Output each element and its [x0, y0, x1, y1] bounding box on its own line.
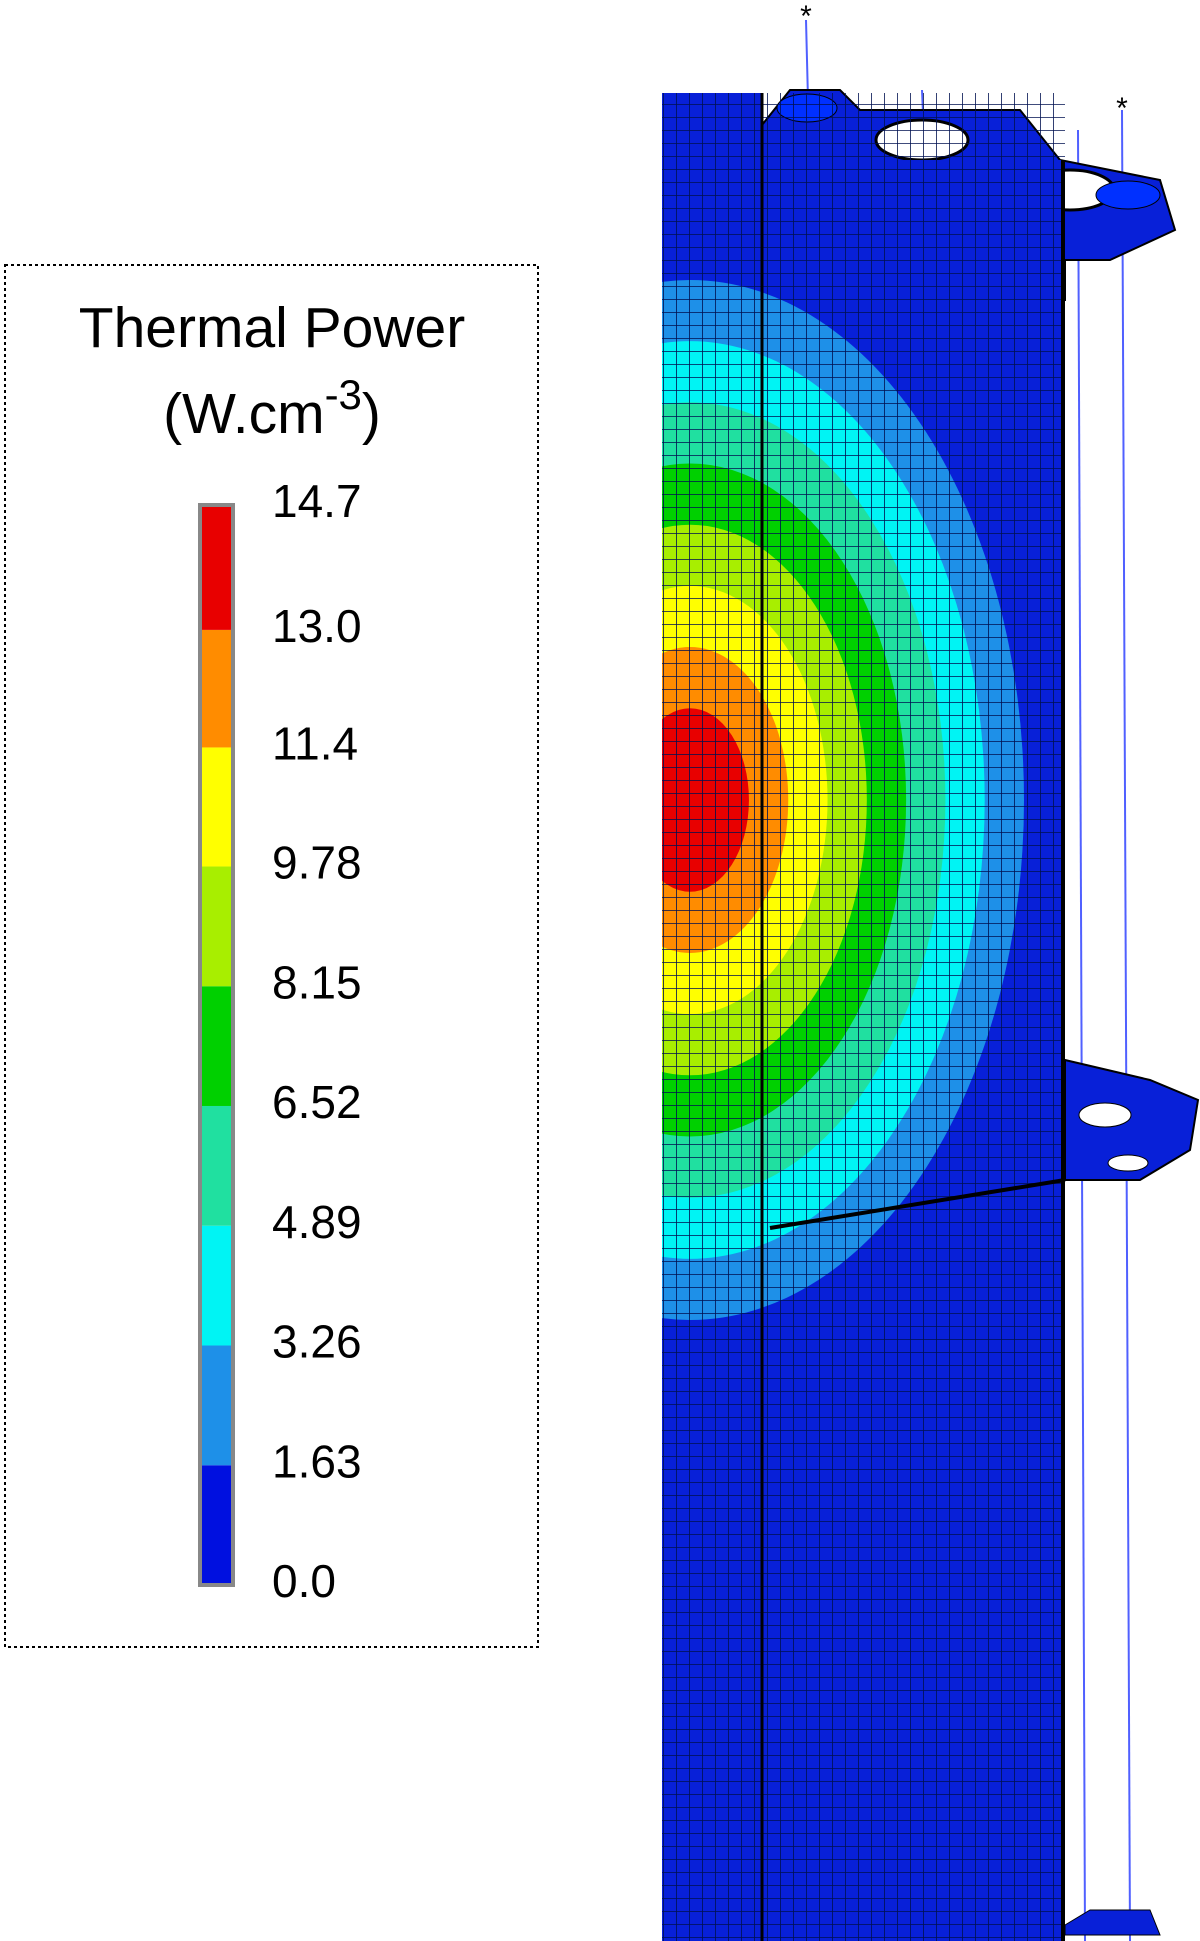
tick-label: 11.4: [272, 718, 358, 770]
legend-unit: (W.cm-3): [163, 371, 381, 446]
tick-label: 14.7: [272, 475, 362, 527]
legend-box: [4, 264, 539, 1648]
tick-label: 3.26: [272, 1316, 362, 1368]
color-band: [200, 1465, 233, 1585]
tick-label: 13.0: [272, 600, 362, 652]
color-band: [200, 747, 233, 867]
colorbar: 0.0 1.63 3.26 4.89 6.52 8.15 9.78 11.4 13.0 14.7: [198, 475, 362, 1607]
unit-exponent: -3: [325, 371, 362, 418]
color-band: [200, 505, 233, 630]
tick-label: 6.52: [272, 1076, 362, 1128]
color-band: [200, 1105, 233, 1226]
color-band: [200, 986, 233, 1106]
tick-label: 0.0: [272, 1555, 336, 1607]
unit-close: ): [362, 382, 381, 446]
color-band: [200, 866, 233, 987]
tick-label: 9.78: [272, 837, 362, 889]
tick-label: 8.15: [272, 956, 362, 1008]
color-band: [200, 629, 233, 748]
color-band: [200, 1225, 233, 1346]
svg-text:*: *: [1116, 92, 1128, 125]
colorbar-frame: [198, 503, 235, 1587]
mesh-model: * *: [662, 0, 1200, 1941]
svg-text:*: *: [800, 0, 812, 33]
legend-title: Thermal Power: [79, 296, 465, 360]
tick-label: 1.63: [272, 1435, 362, 1487]
color-band: [200, 1345, 233, 1466]
unit-base: (W.cm: [163, 382, 324, 446]
tick-label: 4.89: [272, 1196, 362, 1248]
